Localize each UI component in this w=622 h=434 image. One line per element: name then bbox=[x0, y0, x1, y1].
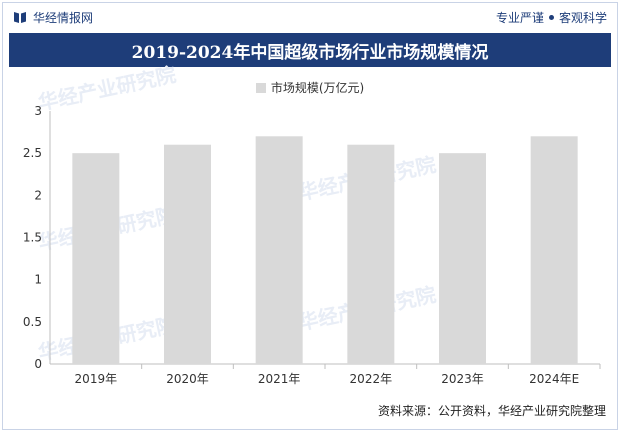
y-tick-label: 1.5 bbox=[23, 231, 42, 245]
x-tick-label: 2023年 bbox=[441, 372, 484, 386]
y-tick-label: 0.5 bbox=[23, 315, 42, 329]
chart-title: 2019-2024年中国超级市场行业市场规模情况 bbox=[9, 33, 611, 67]
slogan-tag-1: 专业严谨 bbox=[495, 10, 544, 25]
y-tick-label: 0 bbox=[34, 357, 42, 371]
bar bbox=[439, 153, 486, 364]
y-tick-label: 1 bbox=[34, 273, 42, 287]
y-tick-label: 2 bbox=[34, 188, 42, 202]
bar bbox=[164, 144, 211, 364]
y-tick-label: 3 bbox=[34, 104, 42, 118]
source-note: 资料来源：公开资料，华经产业研究院整理 bbox=[377, 404, 606, 418]
book-logo-icon bbox=[14, 12, 26, 23]
x-tick-label: 2021年 bbox=[258, 372, 301, 386]
x-tick-label: 2019年 bbox=[75, 372, 118, 386]
x-tick-label: 2020年 bbox=[166, 372, 209, 386]
y-tick-label: 2.5 bbox=[23, 146, 42, 160]
slogan: 专业严谨 客观科学 bbox=[496, 9, 607, 26]
brand: 华经情报网 bbox=[13, 9, 93, 26]
bar bbox=[530, 136, 578, 364]
bullet-dot-icon bbox=[548, 14, 554, 20]
top-bar: 华经情报网 专业严谨 客观科学 bbox=[3, 3, 617, 31]
brand-name: 华经情报网 bbox=[33, 10, 94, 25]
legend: 市场规模(万亿元) bbox=[3, 79, 617, 96]
legend-swatch bbox=[255, 82, 266, 93]
watermark-text: 华经产业研究院 bbox=[36, 62, 178, 115]
bar bbox=[72, 153, 120, 364]
x-tick-label: 2024年E bbox=[529, 372, 579, 386]
slogan-tag-2: 客观科学 bbox=[558, 10, 607, 25]
x-tick-label: 2022年 bbox=[350, 372, 393, 386]
bar bbox=[255, 136, 303, 364]
legend-label: 市场规模(万亿元) bbox=[270, 81, 365, 95]
bar bbox=[347, 144, 395, 364]
